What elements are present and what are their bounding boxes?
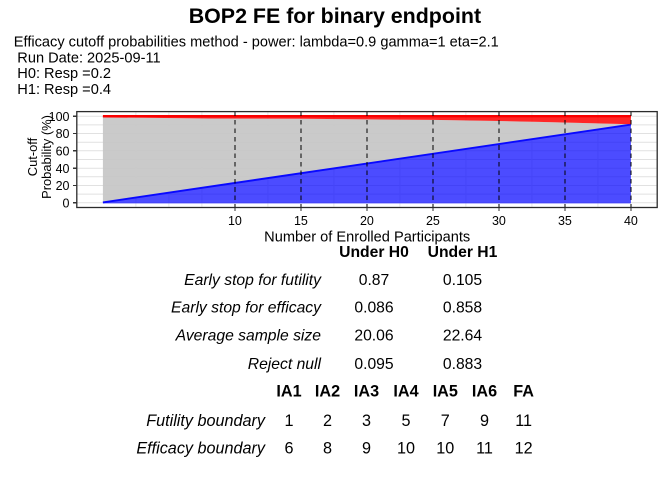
svg-text:IA6: IA6: [472, 382, 497, 400]
svg-text:100: 100: [49, 110, 70, 124]
svg-text:11: 11: [476, 439, 493, 457]
svg-text:10: 10: [228, 214, 242, 228]
svg-text:Under H0: Under H0: [339, 244, 409, 261]
svg-text:IA4: IA4: [393, 382, 418, 400]
svg-text:20: 20: [56, 179, 70, 193]
svg-text:IA5: IA5: [433, 382, 458, 400]
svg-text:Early stop for futility: Early stop for futility: [184, 272, 322, 289]
svg-text:3: 3: [362, 412, 371, 430]
svg-text:8: 8: [323, 439, 332, 457]
svg-text:H1: Resp =0.4: H1: Resp =0.4: [17, 82, 111, 98]
svg-text:Under H1: Under H1: [428, 244, 498, 261]
svg-text:5: 5: [401, 412, 410, 430]
svg-text:22.64: 22.64: [443, 328, 483, 345]
svg-text:9: 9: [362, 439, 371, 457]
svg-text:12: 12: [515, 439, 533, 457]
svg-text:H0: Resp =0.2: H0: Resp =0.2: [17, 66, 111, 82]
svg-text:Cut-off: Cut-off: [25, 137, 40, 176]
svg-text:35: 35: [558, 214, 572, 228]
svg-text:20.06: 20.06: [354, 328, 394, 345]
svg-text:FA: FA: [513, 382, 534, 400]
svg-text:1: 1: [284, 412, 293, 430]
svg-text:15: 15: [294, 214, 308, 228]
svg-text:9: 9: [480, 412, 489, 430]
svg-text:IA3: IA3: [354, 382, 379, 400]
svg-text:Run Date: 2025-09-11: Run Date: 2025-09-11: [17, 50, 160, 66]
svg-text:Reject null: Reject null: [248, 356, 322, 373]
svg-text:40: 40: [624, 214, 638, 228]
svg-text:IA2: IA2: [315, 382, 340, 400]
svg-text:10: 10: [397, 439, 415, 457]
svg-text:0.883: 0.883: [443, 356, 483, 373]
svg-text:10: 10: [436, 439, 454, 457]
svg-text:6: 6: [284, 439, 293, 457]
svg-text:20: 20: [360, 214, 374, 228]
svg-text:0.095: 0.095: [354, 356, 394, 373]
svg-text:Probability (%): Probability (%): [39, 115, 54, 199]
svg-text:Early stop for efficacy: Early stop for efficacy: [171, 299, 322, 316]
svg-text:11: 11: [515, 412, 532, 430]
svg-text:0.858: 0.858: [443, 299, 483, 316]
svg-text:60: 60: [56, 144, 70, 158]
svg-text:25: 25: [426, 214, 440, 228]
svg-text:2: 2: [323, 412, 332, 430]
svg-text:Efficacy boundary: Efficacy boundary: [136, 439, 266, 457]
svg-text:30: 30: [492, 214, 506, 228]
svg-text:80: 80: [56, 127, 70, 141]
svg-text:Average sample size: Average sample size: [175, 328, 322, 345]
svg-text:Number of Enrolled Participant: Number of Enrolled Participants: [264, 229, 470, 245]
svg-text:7: 7: [441, 412, 450, 430]
svg-text:IA1: IA1: [276, 382, 301, 400]
svg-text:0.086: 0.086: [354, 299, 394, 316]
svg-text:Futility boundary: Futility boundary: [146, 412, 266, 430]
svg-text:0: 0: [63, 196, 70, 210]
svg-text:BOP2 FE for binary endpoint: BOP2 FE for binary endpoint: [189, 4, 481, 28]
svg-text:0.87: 0.87: [359, 272, 390, 289]
svg-text:0.105: 0.105: [443, 272, 483, 289]
svg-text:40: 40: [56, 162, 70, 176]
svg-text:Efficacy cutoff probabilities: Efficacy cutoff probabilities method - p…: [14, 35, 499, 51]
